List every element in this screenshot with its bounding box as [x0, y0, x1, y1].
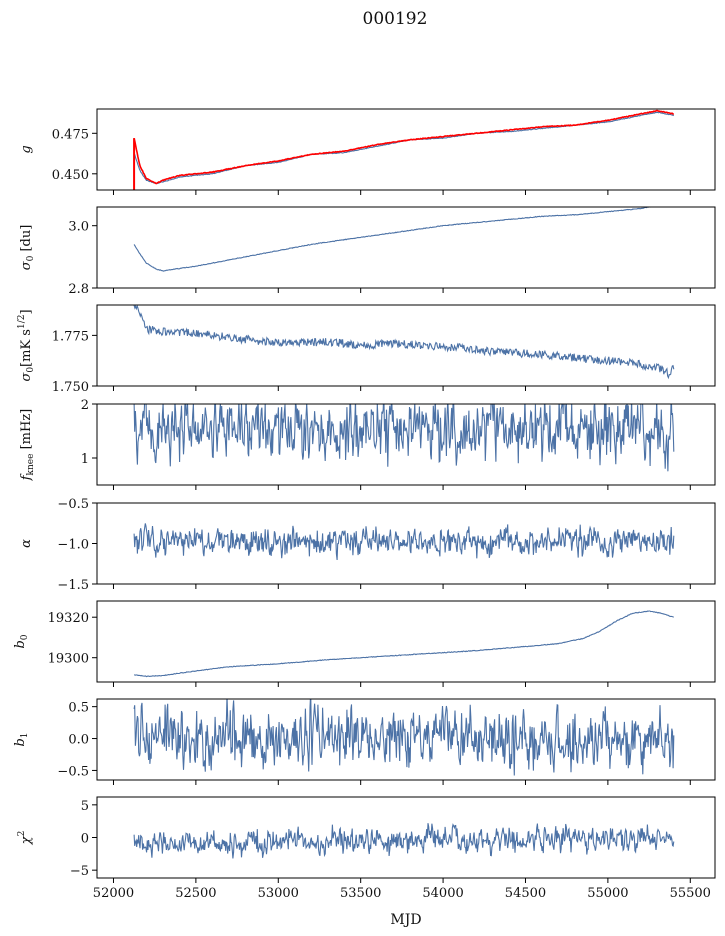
x-axis-label: MJD: [390, 912, 421, 928]
y-tick-label-b0-0: 19300: [48, 652, 89, 667]
series-line-b0-0: [134, 610, 674, 678]
series-line-b1-0: [133, 699, 675, 776]
y-label-sub-b0: 0: [20, 634, 30, 640]
y-tick-label-b1-0: −0.5: [57, 764, 89, 779]
y-tick-label-sigma0_du-0: 2.8: [68, 282, 89, 297]
axes-frame-b0: [96, 600, 716, 683]
axes-frame-sigma0_mK: [96, 304, 716, 387]
y-axis-label-g: g: [19, 145, 34, 153]
y-label-symbol-b1: b: [13, 738, 28, 746]
series-line-fknee-0: [133, 404, 675, 472]
y-label-sub-sigma0_du: 0: [26, 255, 36, 261]
y-label-symbol-g: g: [19, 145, 34, 153]
figure-title: 000192: [363, 9, 428, 29]
y-axis-label-sigma0_du: σ0 [du]: [19, 225, 36, 271]
panel-b1: −0.5 0.0 0.5 b1: [13, 698, 716, 785]
y-tick-label-fknee-0: 1: [81, 452, 89, 467]
x-tick-label-1: 52500: [175, 886, 216, 901]
y-tick-label-g-1: 0.475: [52, 127, 89, 142]
y-label-close-sigma0_mK: ]: [19, 309, 34, 314]
y-tick-label-g-0: 0.450: [52, 168, 89, 183]
y-label-sub-b1: 1: [20, 732, 30, 738]
panel-sigma0_mK: 1.750 1.775 σ0[mK s1/2]: [17, 304, 716, 395]
y-tick-label-alpha-0: −1.5: [57, 578, 89, 593]
y-tick-label-chi2-0: −5: [70, 864, 89, 879]
y-axis-label-fknee: fknee [mHz]: [19, 409, 36, 482]
x-tick-label-3: 53500: [340, 886, 381, 901]
y-label-exp-sigma0_mK: 1/2: [17, 315, 27, 329]
x-tick-label-0: 52000: [93, 886, 134, 901]
y-label-sub-fknee: knee: [26, 454, 36, 476]
x-tick-label-4: 54000: [422, 886, 463, 901]
y-tick-label-sigma0_mK-1: 1.775: [52, 329, 89, 344]
y-label-unit-sigma0_du: [du]: [19, 225, 34, 256]
axes-frame-b1: [96, 698, 716, 781]
y-tick-label-sigma0_du-1: 3.0: [68, 220, 89, 235]
x-tick-label-2: 53000: [258, 886, 299, 901]
panel-fknee: 1 2 fknee [mHz]: [19, 398, 716, 490]
y-label-symbol-fknee: f: [19, 473, 34, 481]
series-line-g-1: [133, 109, 675, 185]
panel-g: 0.450 0.475 g: [19, 108, 716, 195]
x-tick-label-6: 55000: [587, 886, 628, 901]
series-line-alpha-0: [133, 523, 675, 561]
y-label-symbol-sigma0_du: σ: [19, 260, 34, 270]
y-axis-label-b1: b1: [13, 732, 30, 746]
series-line-chi2-0: [133, 823, 675, 859]
y-tick-label-b1-1: 0.0: [68, 733, 89, 748]
series-line-sigma0_du-0: [133, 207, 653, 272]
y-axis-label-b0: b0: [13, 634, 30, 648]
y-tick-label-chi2-2: 5: [81, 799, 89, 814]
y-label-symbol-chi2: χ: [19, 835, 34, 845]
y-label-symbol-b0: b: [13, 640, 28, 648]
y-axis-label-sigma0_mK: σ0[mK s1/2]: [17, 309, 36, 381]
panel-b0: 19300 19320 b0: [13, 600, 716, 687]
y-tick-label-fknee-1: 2: [81, 398, 89, 413]
y-axis-label-alpha: α: [19, 539, 34, 548]
y-label-sub-sigma0_mK: 0: [26, 367, 36, 373]
y-tick-label-alpha-2: −0.5: [57, 497, 89, 512]
y-tick-label-alpha-1: −1.0: [57, 538, 89, 553]
x-tick-label-5: 54500: [505, 886, 546, 901]
axes-frame-fknee: [96, 403, 716, 486]
axes-frame-sigma0_du: [96, 206, 716, 289]
y-tick-label-b1-2: 0.5: [68, 701, 89, 716]
y-label-symbol-sigma0_mK: σ: [19, 372, 34, 382]
y-axis-label-chi2: χ2: [17, 831, 34, 846]
panel-chi2: −5 0 5 52000 52500 53000 53500 54000 54500 55000 5…: [17, 796, 716, 901]
y-tick-label-chi2-1: 0: [81, 832, 89, 847]
y-label-unit-fknee: [mHz]: [19, 409, 34, 454]
series-line-sigma0_mK-0: [133, 305, 675, 380]
y-tick-label-sigma0_mK-0: 1.750: [52, 380, 89, 395]
y-label-unit-sigma0_mK: [mK s: [19, 329, 34, 367]
x-tick-label-7: 55500: [670, 886, 711, 901]
axes-frame-g: [96, 108, 716, 191]
panel-sigma0_du: 2.8 3.0 σ0 [du]: [19, 206, 716, 297]
y-tick-label-b0-1: 19320: [48, 611, 89, 626]
panel-alpha: −1.5 −1.0 −0.5 α: [19, 497, 716, 593]
y-label-symbol-alpha: α: [19, 539, 34, 548]
y-label-sup-chi2: 2: [17, 831, 27, 837]
